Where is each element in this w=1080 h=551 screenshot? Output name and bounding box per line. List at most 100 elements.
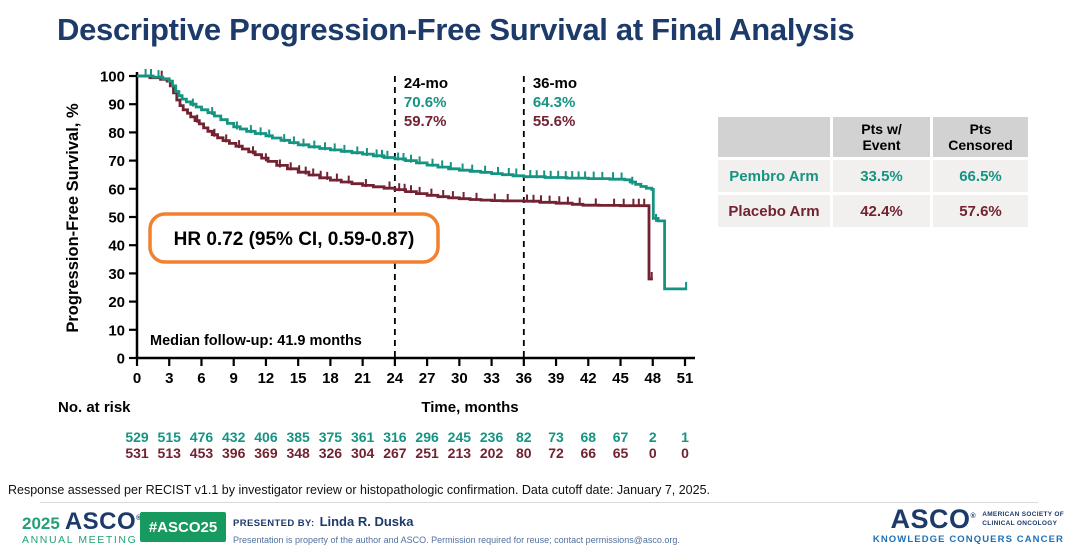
event-row-placebo-label: Placebo Arm	[718, 195, 830, 227]
svg-text:9: 9	[230, 370, 238, 387]
svg-text:245: 245	[448, 429, 472, 445]
svg-text:513: 513	[158, 445, 182, 461]
svg-text:70: 70	[108, 153, 125, 170]
svg-text:236: 236	[480, 429, 504, 445]
svg-text:73: 73	[548, 429, 564, 445]
svg-text:0: 0	[681, 445, 689, 461]
svg-text:375: 375	[319, 429, 343, 445]
svg-text:18: 18	[322, 370, 339, 387]
svg-text:0: 0	[117, 351, 125, 368]
svg-text:67: 67	[613, 429, 629, 445]
svg-text:66: 66	[581, 445, 597, 461]
meeting-year: 2025	[22, 514, 60, 533]
svg-text:40: 40	[108, 238, 125, 255]
svg-text:432: 432	[222, 429, 246, 445]
registered-mark: ®	[136, 515, 142, 522]
svg-text:Progression-Free Survival, %: Progression-Free Survival, %	[64, 103, 82, 333]
svg-text:82: 82	[516, 429, 532, 445]
svg-text:80: 80	[516, 445, 532, 461]
asco-society-wordmark: ASCO®	[890, 504, 977, 534]
svg-text:326: 326	[319, 445, 343, 461]
svg-text:36-mo: 36-mo	[533, 75, 577, 92]
svg-text:2: 2	[649, 429, 657, 445]
svg-text:21: 21	[354, 370, 371, 387]
svg-text:316: 316	[383, 429, 407, 445]
event-table-corner-cell	[718, 117, 830, 157]
annual-meeting-text: ANNUAL MEETING	[22, 534, 138, 546]
svg-text:59.7%: 59.7%	[404, 113, 447, 130]
svg-text:385: 385	[286, 429, 310, 445]
svg-text:48: 48	[644, 370, 661, 387]
event-table: Pts w/ Event Pts Censored Pembro Arm 33.…	[718, 117, 1028, 227]
svg-text:33: 33	[483, 370, 500, 387]
svg-text:213: 213	[448, 445, 472, 461]
presented-by-block: PRESENTED BY: Linda R. Duska Presentatio…	[233, 514, 680, 545]
presented-by-label: PRESENTED BY:	[233, 518, 315, 529]
asco-meeting-logo: 2025 ASCO® ANNUAL MEETING	[22, 510, 142, 546]
svg-text:10: 10	[108, 322, 125, 339]
svg-text:453: 453	[190, 445, 214, 461]
svg-text:65: 65	[613, 445, 629, 461]
svg-text:369: 369	[254, 445, 278, 461]
svg-text:50: 50	[108, 210, 125, 227]
svg-text:6: 6	[197, 370, 205, 387]
svg-text:267: 267	[383, 445, 407, 461]
svg-text:12: 12	[258, 370, 275, 387]
hashtag-badge: #ASCO25	[140, 512, 226, 542]
svg-text:55.6%: 55.6%	[533, 113, 576, 130]
svg-text:80: 80	[108, 125, 125, 142]
svg-text:68: 68	[581, 429, 597, 445]
svg-text:396: 396	[222, 445, 246, 461]
svg-text:24: 24	[387, 370, 404, 387]
svg-text:529: 529	[125, 429, 149, 445]
event-row-pembro-censored: 66.5%	[933, 160, 1028, 192]
event-table-header-event: Pts w/ Event	[833, 117, 930, 157]
svg-text:60: 60	[108, 181, 125, 198]
svg-text:HR 0.72 (95% CI, 0.59-0.87): HR 0.72 (95% CI, 0.59-0.87)	[174, 229, 415, 250]
svg-text:Time, months: Time, months	[421, 399, 518, 416]
svg-text:39: 39	[548, 370, 565, 387]
svg-text:296: 296	[415, 429, 439, 445]
svg-text:64.3%: 64.3%	[533, 94, 576, 111]
svg-text:361: 361	[351, 429, 375, 445]
svg-text:Median follow-up: 41.9 months: Median follow-up: 41.9 months	[150, 333, 362, 349]
svg-text:476: 476	[190, 429, 214, 445]
svg-text:45: 45	[612, 370, 629, 387]
asco-wordmark: ASCO®	[64, 508, 142, 535]
svg-text:30: 30	[108, 266, 125, 283]
svg-text:0: 0	[133, 370, 141, 387]
asco-society-sidetext: AMERICAN SOCIETY OF CLINICAL ONCOLOGY	[982, 510, 1064, 527]
svg-text:30: 30	[451, 370, 468, 387]
svg-text:1: 1	[681, 429, 689, 445]
footer-divider	[40, 502, 1038, 503]
svg-text:72: 72	[548, 445, 564, 461]
event-row-placebo-censored: 57.6%	[933, 195, 1028, 227]
event-table-header-censored: Pts Censored	[933, 117, 1028, 157]
svg-text:70.6%: 70.6%	[404, 94, 447, 111]
svg-text:42: 42	[580, 370, 597, 387]
svg-text:202: 202	[480, 445, 504, 461]
event-row-pembro-label: Pembro Arm	[718, 160, 830, 192]
event-row-pembro-event: 33.5%	[833, 160, 930, 192]
svg-text:251: 251	[415, 445, 439, 461]
svg-text:90: 90	[108, 97, 125, 114]
svg-text:20: 20	[108, 294, 125, 311]
svg-text:No. at risk: No. at risk	[58, 399, 131, 416]
svg-text:304: 304	[351, 445, 375, 461]
registered-mark: ®	[970, 513, 977, 520]
svg-text:515: 515	[158, 429, 182, 445]
svg-text:15: 15	[290, 370, 307, 387]
svg-text:406: 406	[254, 429, 278, 445]
asco-society-logo: ASCO® AMERICAN SOCIETY OF CLINICAL ONCOL…	[873, 506, 1064, 545]
svg-text:0: 0	[649, 445, 657, 461]
svg-text:36: 36	[515, 370, 532, 387]
svg-text:3: 3	[165, 370, 173, 387]
svg-text:27: 27	[419, 370, 436, 387]
svg-text:100: 100	[100, 69, 125, 86]
asco-tagline: KNOWLEDGE CONQUERS CANCER	[872, 534, 1064, 545]
svg-text:531: 531	[125, 445, 149, 461]
event-row-placebo-event: 42.4%	[833, 195, 930, 227]
disclaimer-text: Presentation is property of the author a…	[233, 534, 680, 545]
svg-text:348: 348	[286, 445, 310, 461]
